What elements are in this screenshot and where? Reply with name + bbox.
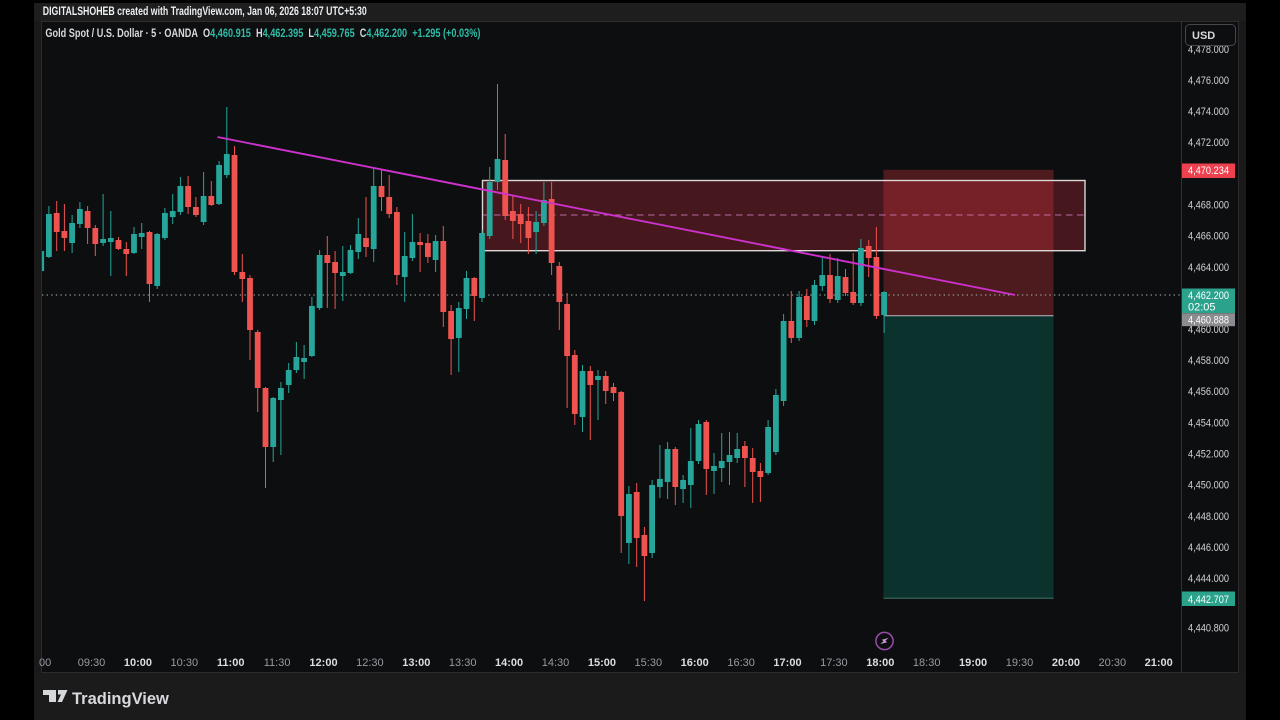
svg-text:4,476.000: 4,476.000 (1188, 75, 1229, 87)
svg-text:00: 00 (39, 657, 51, 669)
svg-text:20:30: 20:30 (1099, 657, 1127, 669)
svg-text:4,464.000: 4,464.000 (1188, 262, 1229, 274)
svg-text:4,446.000: 4,446.000 (1188, 542, 1229, 554)
svg-text:18:00: 18:00 (866, 657, 894, 669)
svg-text:4,474.000: 4,474.000 (1188, 106, 1229, 118)
svg-text:USD: USD (1192, 30, 1215, 42)
svg-text:4,466.000: 4,466.000 (1188, 231, 1229, 243)
svg-text:4,458.000: 4,458.000 (1188, 355, 1229, 367)
svg-text:4,468.000: 4,468.000 (1188, 200, 1229, 212)
svg-text:4,478.000: 4,478.000 (1188, 44, 1229, 56)
svg-text:14:00: 14:00 (495, 657, 523, 669)
svg-text:4,462.200: 4,462.200 (1188, 290, 1229, 302)
svg-text:19:00: 19:00 (959, 657, 987, 669)
svg-text:4,470.234: 4,470.234 (1188, 165, 1229, 177)
svg-text:4,444.000: 4,444.000 (1188, 573, 1229, 585)
svg-text:15:00: 15:00 (588, 657, 616, 669)
svg-text:4,460.888: 4,460.888 (1188, 315, 1229, 327)
svg-text:4,456.000: 4,456.000 (1188, 386, 1229, 398)
svg-text:4,448.000: 4,448.000 (1188, 511, 1229, 523)
svg-text:Gold Spot / U.S. Dollar · 5 ·: Gold Spot / U.S. Dollar · 5 · OANDA O4,4… (45, 26, 480, 40)
svg-text:13:00: 13:00 (402, 657, 430, 669)
svg-text:4,472.000: 4,472.000 (1188, 137, 1229, 149)
svg-text:18:30: 18:30 (913, 657, 941, 669)
svg-text:02:05: 02:05 (1188, 302, 1216, 314)
svg-text:4,450.000: 4,450.000 (1188, 480, 1229, 492)
svg-text:20:00: 20:00 (1052, 657, 1080, 669)
svg-text:17:00: 17:00 (773, 657, 801, 669)
svg-text:4,452.000: 4,452.000 (1188, 449, 1229, 461)
svg-text:4,440.800: 4,440.800 (1188, 623, 1229, 635)
svg-text:DIGITALSHOHEB created with Tra: DIGITALSHOHEB created with TradingView.c… (43, 6, 367, 18)
svg-text:19:30: 19:30 (1006, 657, 1034, 669)
svg-text:11:00: 11:00 (217, 657, 245, 669)
svg-text:21:00: 21:00 (1145, 657, 1173, 669)
svg-text:16:30: 16:30 (727, 657, 755, 669)
svg-text:10:00: 10:00 (124, 657, 152, 669)
svg-text:11:30: 11:30 (264, 657, 291, 669)
svg-text:TradingView: TradingView (72, 690, 169, 708)
svg-text:14:30: 14:30 (542, 657, 570, 669)
svg-text:4,442.707: 4,442.707 (1188, 594, 1229, 606)
svg-text:16:00: 16:00 (681, 657, 709, 669)
svg-text:17:30: 17:30 (820, 657, 848, 669)
svg-text:12:30: 12:30 (356, 657, 384, 669)
svg-text:4,454.000: 4,454.000 (1188, 417, 1229, 429)
svg-text:15:30: 15:30 (635, 657, 663, 669)
svg-text:13:30: 13:30 (449, 657, 477, 669)
svg-text:09:30: 09:30 (78, 657, 106, 669)
svg-text:12:00: 12:00 (309, 657, 337, 669)
svg-text:4,460.000: 4,460.000 (1188, 324, 1229, 336)
svg-text:10:30: 10:30 (171, 657, 199, 669)
